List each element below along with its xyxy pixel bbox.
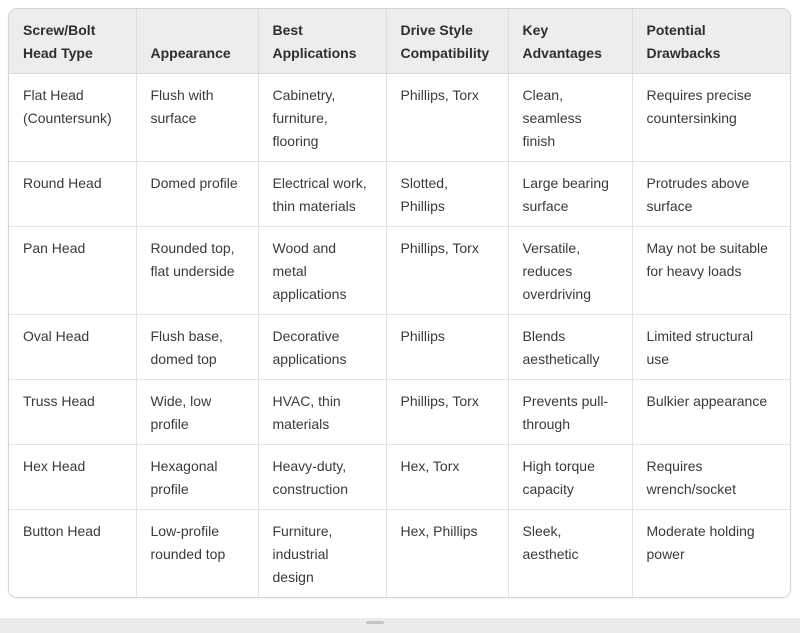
cell-head-type: Oval Head <box>9 314 137 380</box>
cell-drive-style: Phillips, Torx <box>386 73 509 162</box>
cell-head-type: Truss Head <box>9 379 137 445</box>
cell-drive-style: Slotted, Phillips <box>386 161 509 227</box>
cell-appearance: Wide, low profile <box>136 379 259 445</box>
table-row-hex-head: Hex Head Hexagonal profile Heavy-duty, c… <box>9 444 790 510</box>
bottom-band <box>0 618 800 633</box>
cell-key-advantages: Large bearing surface <box>508 161 633 227</box>
table-row-oval-head: Oval Head Flush base, domed top Decorati… <box>9 314 790 380</box>
cell-appearance: Rounded top, flat underside <box>136 226 259 315</box>
column-header-drive-style: Drive Style Compatibility <box>386 9 509 74</box>
cell-key-advantages: High torque capacity <box>508 444 633 510</box>
cell-key-advantages: Versatile, reduces overdriving <box>508 226 633 315</box>
table-row-round-head: Round Head Domed profile Electrical work… <box>9 161 790 227</box>
cell-head-type: Pan Head <box>9 226 137 315</box>
column-header-best-applications: Best Applications <box>258 9 387 74</box>
table-row-truss-head: Truss Head Wide, low profile HVAC, thin … <box>9 379 790 445</box>
cell-drive-style: Phillips, Torx <box>386 379 509 445</box>
cell-best-applications: Furniture, industrial design <box>258 509 387 597</box>
cell-potential-drawbacks: Protrudes above surface <box>632 161 790 227</box>
column-header-potential-drawbacks: Potential Drawbacks <box>632 9 790 74</box>
cell-appearance: Domed profile <box>136 161 259 227</box>
table-row-flat-head: Flat Head (Countersunk) Flush with surfa… <box>9 73 790 162</box>
cell-appearance: Low-profile rounded top <box>136 509 259 597</box>
cell-potential-drawbacks: May not be suitable for heavy loads <box>632 226 790 315</box>
cell-potential-drawbacks: Limited structural use <box>632 314 790 380</box>
cell-head-type: Round Head <box>9 161 137 227</box>
cell-best-applications: HVAC, thin materials <box>258 379 387 445</box>
table-row-pan-head: Pan Head Rounded top, flat underside Woo… <box>9 226 790 315</box>
cell-best-applications: Decorative applications <box>258 314 387 380</box>
cell-drive-style: Phillips <box>386 314 509 380</box>
cell-drive-style: Hex, Phillips <box>386 509 509 597</box>
header-row: Screw/Bolt Head Type Appearance Best App… <box>9 9 790 74</box>
head-types-table-card: Screw/Bolt Head Type Appearance Best App… <box>8 8 791 598</box>
cell-potential-drawbacks: Requires wrench/socket <box>632 444 790 510</box>
cell-best-applications: Electrical work, thin materials <box>258 161 387 227</box>
cell-best-applications: Cabinetry, furniture, flooring <box>258 73 387 162</box>
cell-key-advantages: Blends aesthetically <box>508 314 633 380</box>
column-header-appearance: Appearance <box>136 9 259 74</box>
column-header-key-advantages: Key Advantages <box>508 9 633 74</box>
column-header-head-type: Screw/Bolt Head Type <box>9 9 137 74</box>
cell-best-applications: Heavy-duty, construction <box>258 444 387 510</box>
cell-head-type: Button Head <box>9 509 137 597</box>
cell-best-applications: Wood and metal applications <box>258 226 387 315</box>
cell-key-advantages: Clean, seamless finish <box>508 73 633 162</box>
head-types-table: Screw/Bolt Head Type Appearance Best App… <box>9 9 790 597</box>
cell-appearance: Hexagonal profile <box>136 444 259 510</box>
cell-head-type: Hex Head <box>9 444 137 510</box>
cell-key-advantages: Prevents pull-through <box>508 379 633 445</box>
cell-appearance: Flush with surface <box>136 73 259 162</box>
cell-potential-drawbacks: Moderate holding power <box>632 509 790 597</box>
cell-drive-style: Hex, Torx <box>386 444 509 510</box>
table-row-button-head: Button Head Low-profile rounded top Furn… <box>9 509 790 597</box>
cell-head-type: Flat Head (Countersunk) <box>9 73 137 162</box>
cell-appearance: Flush base, domed top <box>136 314 259 380</box>
cell-potential-drawbacks: Requires precise countersinking <box>632 73 790 162</box>
cell-key-advantages: Sleek, aesthetic <box>508 509 633 597</box>
horizontal-scrollbar-thumb[interactable] <box>366 621 384 624</box>
cell-drive-style: Phillips, Torx <box>386 226 509 315</box>
cell-potential-drawbacks: Bulkier appearance <box>632 379 790 445</box>
